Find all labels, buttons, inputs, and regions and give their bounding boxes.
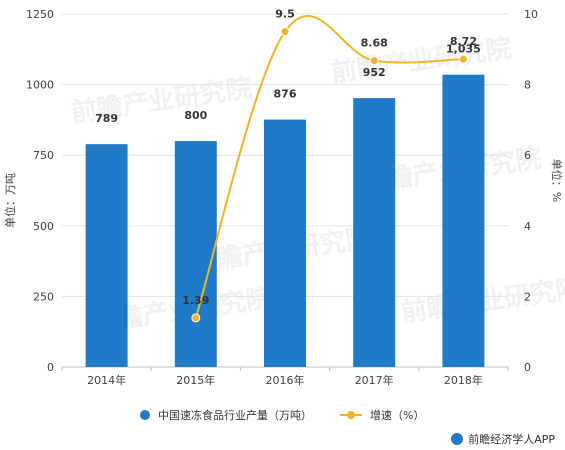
y-tick-label-left: 250 xyxy=(33,290,54,303)
source-credit: 前瞻经济学人APP xyxy=(451,431,555,447)
brand-logo-icon xyxy=(451,433,464,445)
growth-point xyxy=(191,313,201,323)
x-tick-label: 2014年 xyxy=(87,373,126,387)
legend-label-production: 中国速冻食品行业产量（万吨） xyxy=(158,409,312,422)
y-tick-label-right: 10 xyxy=(524,8,538,21)
legend-label-growth: 增速（%） xyxy=(370,409,425,422)
y-axis-title-left: 单位：万吨 xyxy=(3,173,17,228)
legend-swatch-bar xyxy=(140,410,150,420)
y-tick-label-left: 1250 xyxy=(26,8,54,21)
legend-swatch-line xyxy=(340,411,362,419)
bar-value-label: 1,035 xyxy=(446,43,481,56)
bar xyxy=(442,74,485,367)
bar xyxy=(174,141,217,367)
y-tick-label-right: 2 xyxy=(524,290,531,303)
growth-line xyxy=(194,14,464,319)
y-tick-label-right: 0 xyxy=(524,361,531,374)
growth-value-label: 1.39 xyxy=(182,294,209,307)
x-tick-label: 2015年 xyxy=(176,373,215,387)
source-text: 前瞻经济学人APP xyxy=(468,433,555,446)
growth-point xyxy=(458,54,468,64)
y-tick-label-left: 0 xyxy=(47,361,54,374)
y-tick-label-left: 750 xyxy=(33,149,54,162)
y-tick-label-right: 6 xyxy=(524,149,531,162)
legend-item-growth: 增速（%） xyxy=(340,407,424,423)
x-tick-label: 2017年 xyxy=(355,373,394,387)
growth-value-label: 9.5 xyxy=(275,8,295,21)
y-tick-label-left: 500 xyxy=(33,220,54,233)
bar xyxy=(353,98,396,367)
bar-value-label: 952 xyxy=(363,66,386,79)
growth-value-label: 8.72 xyxy=(450,35,477,48)
growth-value-label: 8.68 xyxy=(361,37,388,50)
legend-item-production: 中国速冻食品行业产量（万吨） xyxy=(140,407,312,423)
growth-point xyxy=(280,27,290,37)
y-axis-title-right: 单位：% xyxy=(550,159,564,202)
x-tick-label: 2016年 xyxy=(266,373,305,387)
bar-value-label: 800 xyxy=(184,109,207,122)
y-tick-label-left: 1000 xyxy=(26,79,54,92)
bar xyxy=(264,119,306,367)
y-tick-label-right: 4 xyxy=(524,220,531,233)
x-tick-label: 2018年 xyxy=(444,373,483,387)
y-tick-label-right: 8 xyxy=(524,79,531,92)
legend: 中国速冻食品行业产量（万吨） 增速（%） xyxy=(140,407,452,423)
growth-point xyxy=(369,56,379,66)
bar xyxy=(85,144,128,367)
bar-value-label: 789 xyxy=(95,112,118,125)
bar-value-label: 876 xyxy=(274,88,297,101)
